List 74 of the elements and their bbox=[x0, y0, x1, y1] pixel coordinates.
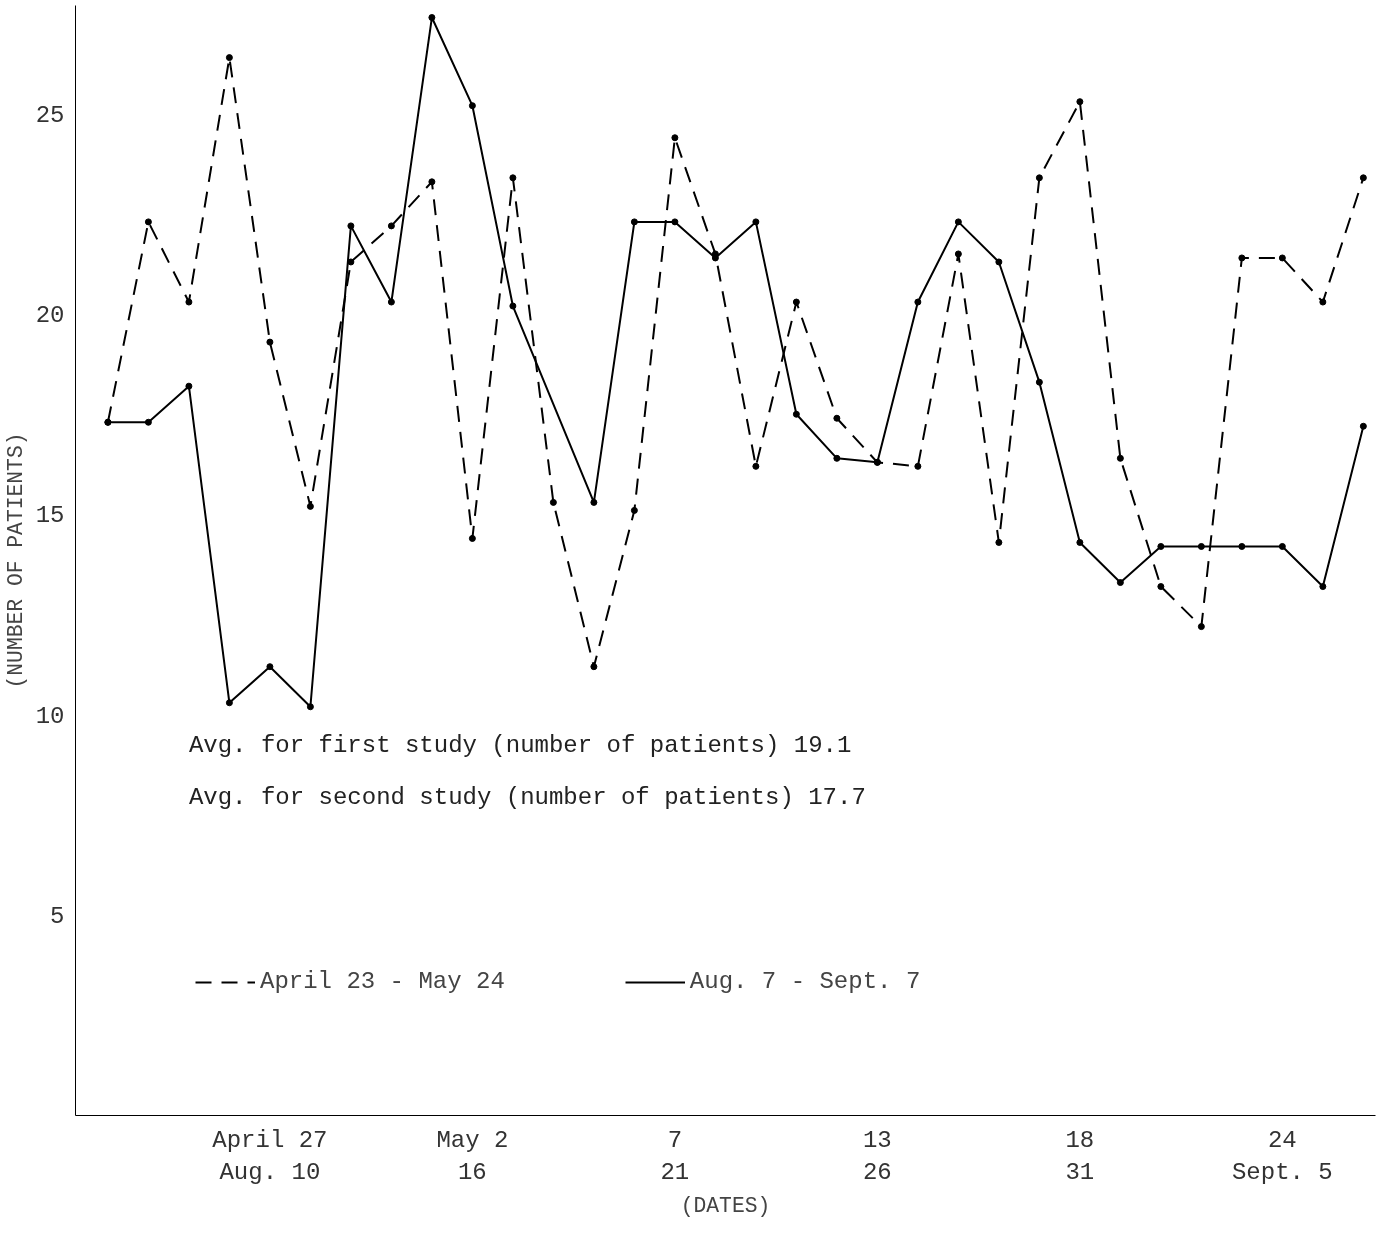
point bbox=[1278, 254, 1286, 262]
point bbox=[387, 222, 395, 230]
point bbox=[468, 102, 476, 110]
point bbox=[630, 218, 638, 226]
legend-label: April 23 - May 24 bbox=[260, 968, 505, 995]
point bbox=[266, 663, 274, 671]
y-axis-title: (NUMBER OF PATIENTS) bbox=[3, 432, 28, 689]
x-tick-label: 18 31 bbox=[1065, 1126, 1095, 1186]
point bbox=[1035, 378, 1043, 386]
point bbox=[1238, 254, 1246, 262]
point bbox=[752, 462, 760, 470]
x-tick-label: 13 26 bbox=[862, 1126, 892, 1186]
point bbox=[1359, 174, 1367, 182]
point bbox=[671, 218, 679, 226]
point bbox=[468, 534, 476, 542]
point bbox=[1076, 98, 1084, 106]
point bbox=[671, 134, 679, 142]
point bbox=[185, 382, 193, 390]
point bbox=[144, 218, 152, 226]
point bbox=[549, 498, 557, 506]
x-tick-label: April 27 Aug. 10 bbox=[212, 1126, 328, 1186]
point bbox=[1278, 542, 1286, 550]
point bbox=[347, 258, 355, 266]
point bbox=[1238, 542, 1246, 550]
point bbox=[225, 54, 233, 62]
point bbox=[1319, 583, 1327, 591]
point bbox=[1359, 422, 1367, 430]
point bbox=[792, 298, 800, 306]
point bbox=[144, 418, 152, 426]
point bbox=[1035, 174, 1043, 182]
point bbox=[1116, 579, 1124, 587]
point bbox=[387, 298, 395, 306]
x-axis-title: (DATES) bbox=[680, 1193, 771, 1218]
y-tick-label: 5 bbox=[50, 903, 65, 931]
point bbox=[266, 338, 274, 346]
annotation: Avg. for second study (number of patients) 17.7 bbox=[188, 783, 866, 811]
point bbox=[954, 218, 962, 226]
point bbox=[1076, 538, 1084, 546]
x-tick-label: 7 21 bbox=[660, 1126, 690, 1186]
point bbox=[306, 502, 314, 510]
point bbox=[914, 462, 922, 470]
point bbox=[995, 538, 1003, 546]
point bbox=[185, 298, 193, 306]
legend-label: Aug. 7 - Sept. 7 bbox=[689, 968, 921, 995]
point bbox=[590, 663, 598, 671]
y-tick-label: 15 bbox=[35, 502, 65, 530]
point bbox=[630, 506, 638, 514]
point bbox=[306, 703, 314, 711]
y-tick-label: 25 bbox=[35, 101, 65, 129]
point bbox=[995, 258, 1003, 266]
point bbox=[833, 454, 841, 462]
y-tick-label: 20 bbox=[35, 302, 65, 330]
point bbox=[1157, 583, 1165, 591]
point bbox=[347, 222, 355, 230]
point bbox=[590, 498, 598, 506]
point bbox=[225, 699, 233, 707]
point bbox=[833, 414, 841, 422]
point bbox=[428, 14, 436, 22]
point bbox=[954, 250, 962, 258]
point bbox=[1157, 542, 1165, 550]
point bbox=[1197, 542, 1205, 550]
x-tick-label: 24 Sept. 5 bbox=[1231, 1126, 1333, 1186]
point bbox=[428, 178, 436, 186]
y-tick-label: 10 bbox=[35, 702, 65, 730]
point bbox=[792, 410, 800, 418]
point bbox=[509, 302, 517, 310]
point bbox=[1319, 298, 1327, 306]
point bbox=[1197, 623, 1205, 631]
point bbox=[752, 218, 760, 226]
point bbox=[914, 298, 922, 306]
annotation: Avg. for first study (number of patients) 19.1 bbox=[188, 731, 852, 759]
x-tick-label: May 2 16 bbox=[436, 1126, 509, 1186]
point bbox=[509, 174, 517, 182]
point bbox=[1116, 454, 1124, 462]
